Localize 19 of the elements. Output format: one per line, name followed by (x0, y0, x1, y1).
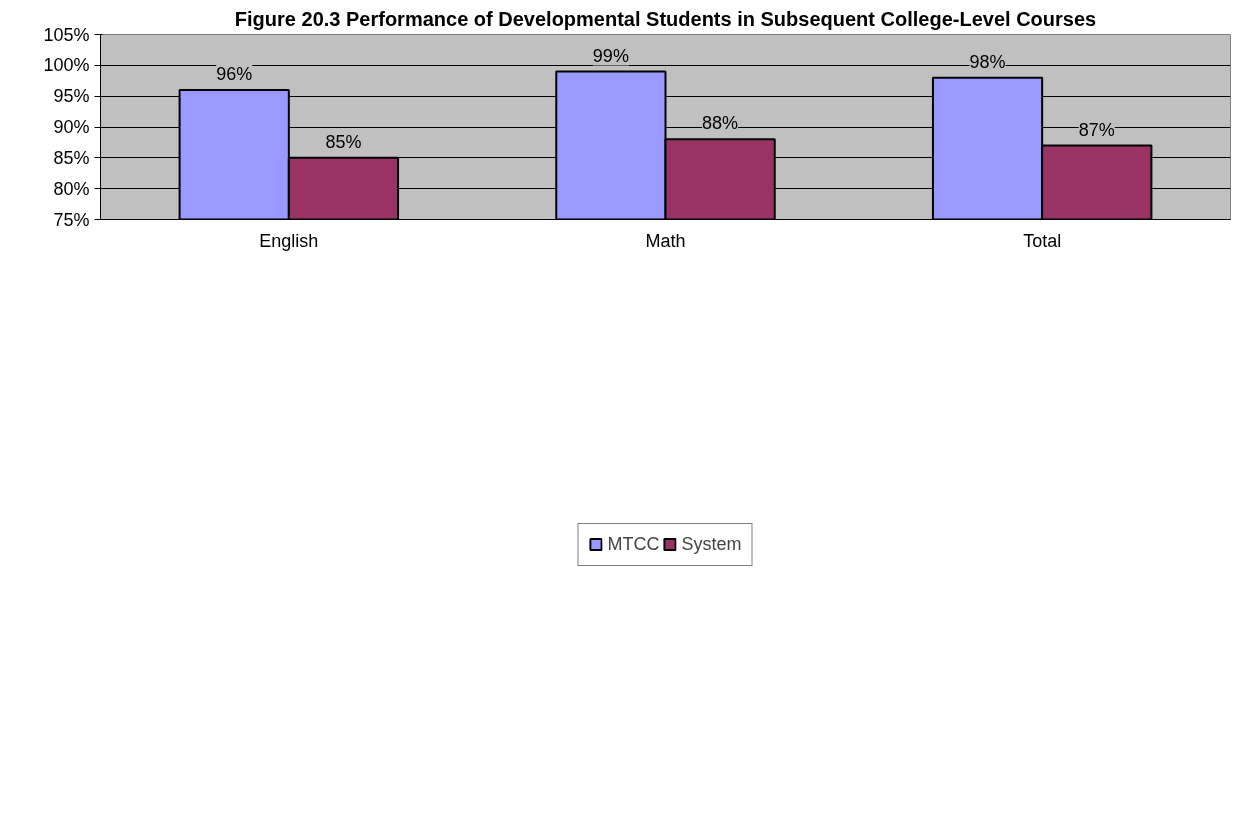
data-label: 99% (592, 45, 629, 66)
y-tick-label: 100% (43, 55, 90, 76)
data-label: 98% (969, 51, 1006, 72)
x-tick-label: English (259, 230, 319, 251)
chart-title: Figure 20.3 Performance of Developmental Students in Subsequent College-Level Courses (234, 7, 1097, 30)
data-label: 96% (216, 64, 253, 84)
data-label: 87% (1078, 119, 1115, 140)
x-tick-label: Total (1023, 230, 1062, 251)
data-label: 88% (702, 113, 739, 134)
y-tick-label: 85% (53, 147, 90, 168)
legend-label: MTCC (607, 533, 660, 555)
data-label: 85% (325, 131, 362, 152)
y-tick-label: 105% (43, 24, 90, 45)
legend-label: System (681, 533, 742, 555)
x-tick-label: Math (645, 230, 686, 251)
y-tick-label: 90% (53, 117, 90, 137)
y-tick-label: 80% (53, 178, 90, 199)
y-tick-label: 75% (53, 209, 90, 230)
y-tick-label: 95% (53, 86, 90, 107)
